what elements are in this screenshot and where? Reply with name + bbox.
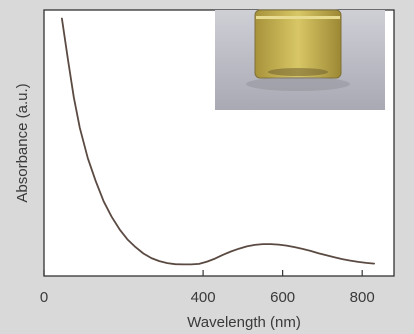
inset-vial-photo xyxy=(215,9,385,110)
vial-table-shadow xyxy=(246,77,350,91)
x-axis-ticks: 0 400 600 800 xyxy=(40,270,375,306)
vial-meniscus xyxy=(256,16,340,19)
x-tick-label: 600 xyxy=(270,289,295,306)
x-tick-label: 400 xyxy=(191,289,216,306)
absorbance-curve xyxy=(61,17,375,266)
x-tick-label: 800 xyxy=(350,289,375,306)
vial-body xyxy=(254,9,342,79)
x-axis-label: Wavelength (nm) xyxy=(187,314,301,331)
y-axis-label: Absorbance (a.u.) xyxy=(14,83,31,202)
x-tick-label: 0 xyxy=(40,289,48,306)
vial-base-shadow xyxy=(268,68,328,76)
